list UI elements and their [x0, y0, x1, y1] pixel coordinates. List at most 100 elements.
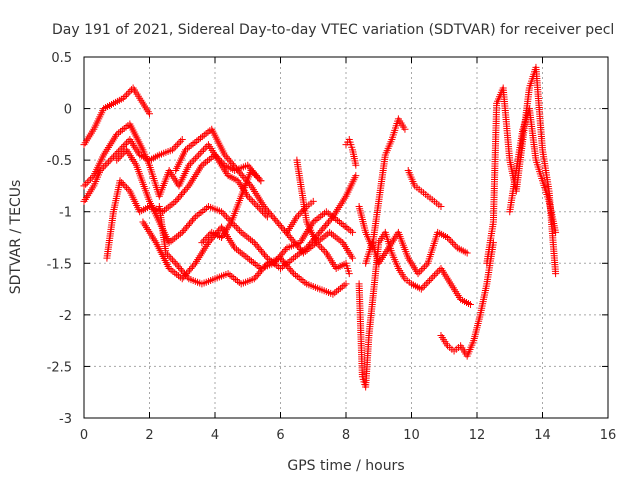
data-point [219, 160, 227, 168]
data-point [111, 151, 119, 159]
data-point [211, 151, 219, 159]
data-point [182, 185, 190, 193]
data-point [225, 156, 233, 164]
data-point [444, 234, 452, 241]
data-point [234, 225, 242, 233]
x-tick-label: 4 [211, 428, 219, 443]
data-point [200, 146, 208, 154]
data-point [263, 206, 271, 214]
data-point [258, 266, 266, 274]
data-point [320, 223, 328, 231]
data-point [421, 282, 429, 290]
data-point [188, 263, 196, 271]
data-point [172, 197, 180, 205]
data-point [250, 239, 258, 247]
data-point [187, 218, 195, 226]
data-point [419, 264, 427, 272]
series-track-18 [483, 63, 560, 278]
data-point [352, 161, 360, 169]
data-point [191, 154, 199, 162]
data-point [317, 227, 325, 235]
data-point [224, 154, 232, 162]
series-track-11 [283, 197, 317, 236]
data-point [198, 239, 206, 247]
x-tick-label: 6 [276, 428, 284, 443]
data-point [175, 263, 183, 271]
data-point [309, 197, 317, 205]
data-point [281, 259, 289, 267]
data-point [83, 178, 91, 186]
data-point [116, 177, 124, 185]
data-point [113, 156, 121, 164]
data-point [448, 239, 456, 247]
data-point [278, 256, 286, 264]
data-point [272, 216, 280, 224]
data-point [204, 239, 212, 247]
data-point [417, 266, 425, 274]
data-point [289, 237, 297, 245]
data-point [196, 149, 204, 157]
data-point [85, 177, 93, 185]
data-point [123, 91, 131, 99]
data-point [316, 242, 324, 250]
data-point [114, 148, 122, 156]
data-point [186, 266, 194, 274]
data-point [430, 271, 438, 279]
data-point [235, 168, 243, 176]
data-point [198, 148, 206, 156]
data-point [250, 275, 258, 283]
data-point [126, 87, 134, 95]
data-point [221, 211, 229, 219]
data-point [285, 264, 293, 272]
data-point [188, 158, 196, 166]
data-point [256, 246, 264, 254]
data-point [238, 172, 246, 180]
y-tick-label: -2 [59, 309, 72, 324]
data-point [114, 154, 122, 162]
data-point [170, 144, 178, 152]
data-point [172, 142, 180, 150]
data-point [452, 242, 460, 250]
data-point [282, 261, 290, 269]
series-track-9 [198, 166, 265, 247]
data-point [447, 237, 455, 245]
data-point [234, 166, 242, 174]
data-point [105, 158, 113, 166]
data-point [201, 235, 209, 243]
data-point [298, 208, 306, 216]
data-point [183, 273, 191, 281]
data-point [176, 264, 184, 272]
data-point [253, 242, 261, 250]
data-point [260, 263, 268, 271]
x-tick-label: 2 [145, 428, 153, 443]
chart-title: Day 191 of 2021, Sidereal Day-to-day VTE… [52, 22, 614, 38]
data-point [257, 206, 265, 214]
data-point [424, 278, 432, 286]
data-point [221, 151, 229, 159]
data-point [227, 158, 235, 166]
x-tick-label: 10 [403, 428, 420, 443]
data-point [288, 235, 296, 243]
data-point [427, 275, 435, 283]
data-point [123, 184, 131, 192]
data-point [277, 251, 285, 259]
data-point [292, 240, 300, 248]
y-tick-label: -3 [59, 412, 72, 427]
data-point [255, 244, 263, 252]
data-point [259, 249, 267, 257]
data-point [299, 206, 307, 214]
data-point [190, 261, 198, 269]
data-point [345, 270, 353, 278]
data-point [103, 160, 111, 168]
data-point [278, 223, 286, 231]
x-tick-label: 14 [534, 428, 551, 443]
data-point [162, 249, 170, 257]
data-point [244, 192, 252, 200]
data-point [294, 242, 302, 250]
data-point [252, 172, 260, 180]
data-point [247, 196, 255, 204]
data-point [414, 270, 422, 278]
data-point [178, 266, 186, 274]
data-point [178, 275, 186, 283]
